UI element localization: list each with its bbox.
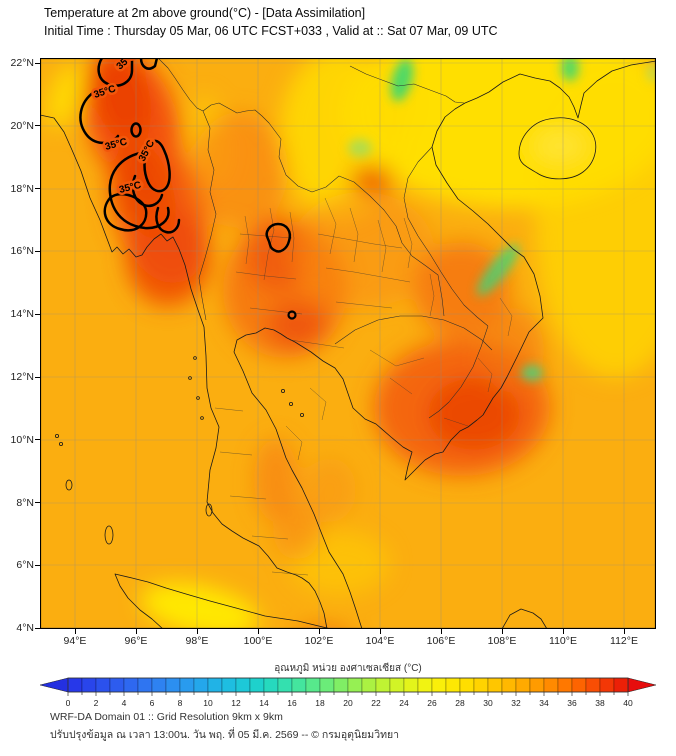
colorbar-tick-label: 12 — [231, 698, 241, 708]
y-tick — [35, 439, 40, 441]
colorbar-tick-label: 30 — [483, 698, 493, 708]
colorbar-tick-label: 38 — [595, 698, 605, 708]
x-tick-label: 112°E — [610, 635, 638, 647]
coastlines — [40, 60, 656, 629]
x-tick — [562, 629, 564, 634]
page-subtitle: Initial Time : Thursday 05 Mar, 06 UTC F… — [44, 24, 498, 38]
colorbar-tick-label: 10 — [203, 698, 213, 708]
colorbar-canvas: 0 2 4 6 8 10 12 14 16 18 20 22 24 26 28 30 32 34 36 38 40 — [39, 677, 657, 708]
x-tick — [379, 629, 381, 634]
cool-green-patches — [348, 58, 656, 381]
footer-domain-info: WRF-DA Domain 01 :: Grid Resolution 9km … — [50, 711, 283, 723]
colorbar-tick-label: 2 — [94, 698, 99, 708]
country-borders — [157, 58, 493, 419]
y-tick — [35, 564, 40, 566]
map-panel: 35°C 35°C 35°C 35°C 35°C — [40, 58, 656, 629]
y-tick-label: 16°N — [10, 245, 34, 258]
y-tick-label: 6°N — [16, 559, 34, 572]
y-tick-label: 22°N — [10, 57, 34, 69]
colorbar-tick-label: 14 — [259, 698, 269, 708]
x-tick-label: 108°E — [487, 635, 517, 647]
x-tick — [501, 629, 503, 634]
colorbar: 0 2 4 6 8 10 12 14 16 18 20 22 24 26 28 30 32 34 36 38 40 — [39, 676, 657, 712]
colorbar-tick-label: 18 — [315, 698, 325, 708]
colorbar-tick-label: 26 — [427, 698, 437, 708]
x-tick-label: 96°E — [124, 635, 148, 647]
y-tick-label: 10°N — [10, 433, 34, 446]
colorbar-tick-label: 28 — [455, 698, 465, 708]
map-canvas: 35°C 35°C 35°C 35°C 35°C — [40, 58, 656, 629]
colorbar-tick-label: 34 — [539, 698, 549, 708]
x-tick-label: 110°E — [549, 635, 577, 647]
x-tick — [196, 629, 198, 634]
x-tick-label: 102°E — [304, 635, 334, 647]
colorbar-tick-label: 24 — [399, 698, 409, 708]
graticule-gridlines — [40, 58, 656, 629]
y-tick-label: 18°N — [10, 182, 34, 195]
colorbar-tick-label: 8 — [178, 698, 183, 708]
y-tick-label: 12°N — [10, 371, 34, 383]
colorbar-tick-label: 16 — [287, 698, 297, 708]
x-tick-label: 98°E — [185, 635, 209, 647]
y-tick — [35, 188, 40, 190]
colorbar-tick-label: 40 — [623, 698, 633, 708]
y-tick-label: 4°N — [16, 622, 34, 635]
y-tick — [35, 376, 40, 378]
y-tick-label: 20°N — [10, 119, 34, 132]
y-tick-label: 14°N — [10, 308, 34, 321]
x-tick-label: 104°E — [365, 635, 395, 647]
y-tick-label: 8°N — [16, 496, 34, 509]
colorbar-tick-label: 6 — [150, 698, 155, 708]
colorbar-tick-label: 32 — [511, 698, 521, 708]
x-tick — [74, 629, 76, 634]
y-tick — [35, 502, 40, 504]
x-tick-label: 94°E — [63, 635, 87, 647]
x-tick — [257, 629, 259, 634]
contour-35c-lines — [79, 58, 297, 320]
map-border — [40, 58, 656, 629]
y-tick — [35, 62, 40, 64]
colorbar-tick-label: 20 — [343, 698, 353, 708]
colorbar-tick-label: 4 — [122, 698, 127, 708]
footer-update-info: ปรับปรุงข้อมูล ณ เวลา 13:00น. วัน พฤ. ที… — [50, 729, 400, 741]
y-tick — [35, 627, 40, 629]
colorbar-tick-label: 0 — [66, 698, 71, 708]
x-tick — [135, 629, 137, 634]
page-title: Temperature at 2m above ground(°C) - [Da… — [44, 6, 366, 20]
colorbar-tick-label: 22 — [371, 698, 381, 708]
x-tick — [440, 629, 442, 634]
x-tick-label: 100°E — [243, 635, 273, 647]
colorbar-tick-label: 36 — [567, 698, 577, 708]
x-tick — [623, 629, 625, 634]
y-tick — [35, 125, 40, 127]
y-tick — [35, 250, 40, 252]
y-tick — [35, 313, 40, 315]
x-tick-label: 106°E — [426, 635, 456, 647]
colorbar-title: อุณหภูมิ หน่วย องศาเซลเซียส (°C) — [274, 663, 422, 674]
x-tick — [318, 629, 320, 634]
